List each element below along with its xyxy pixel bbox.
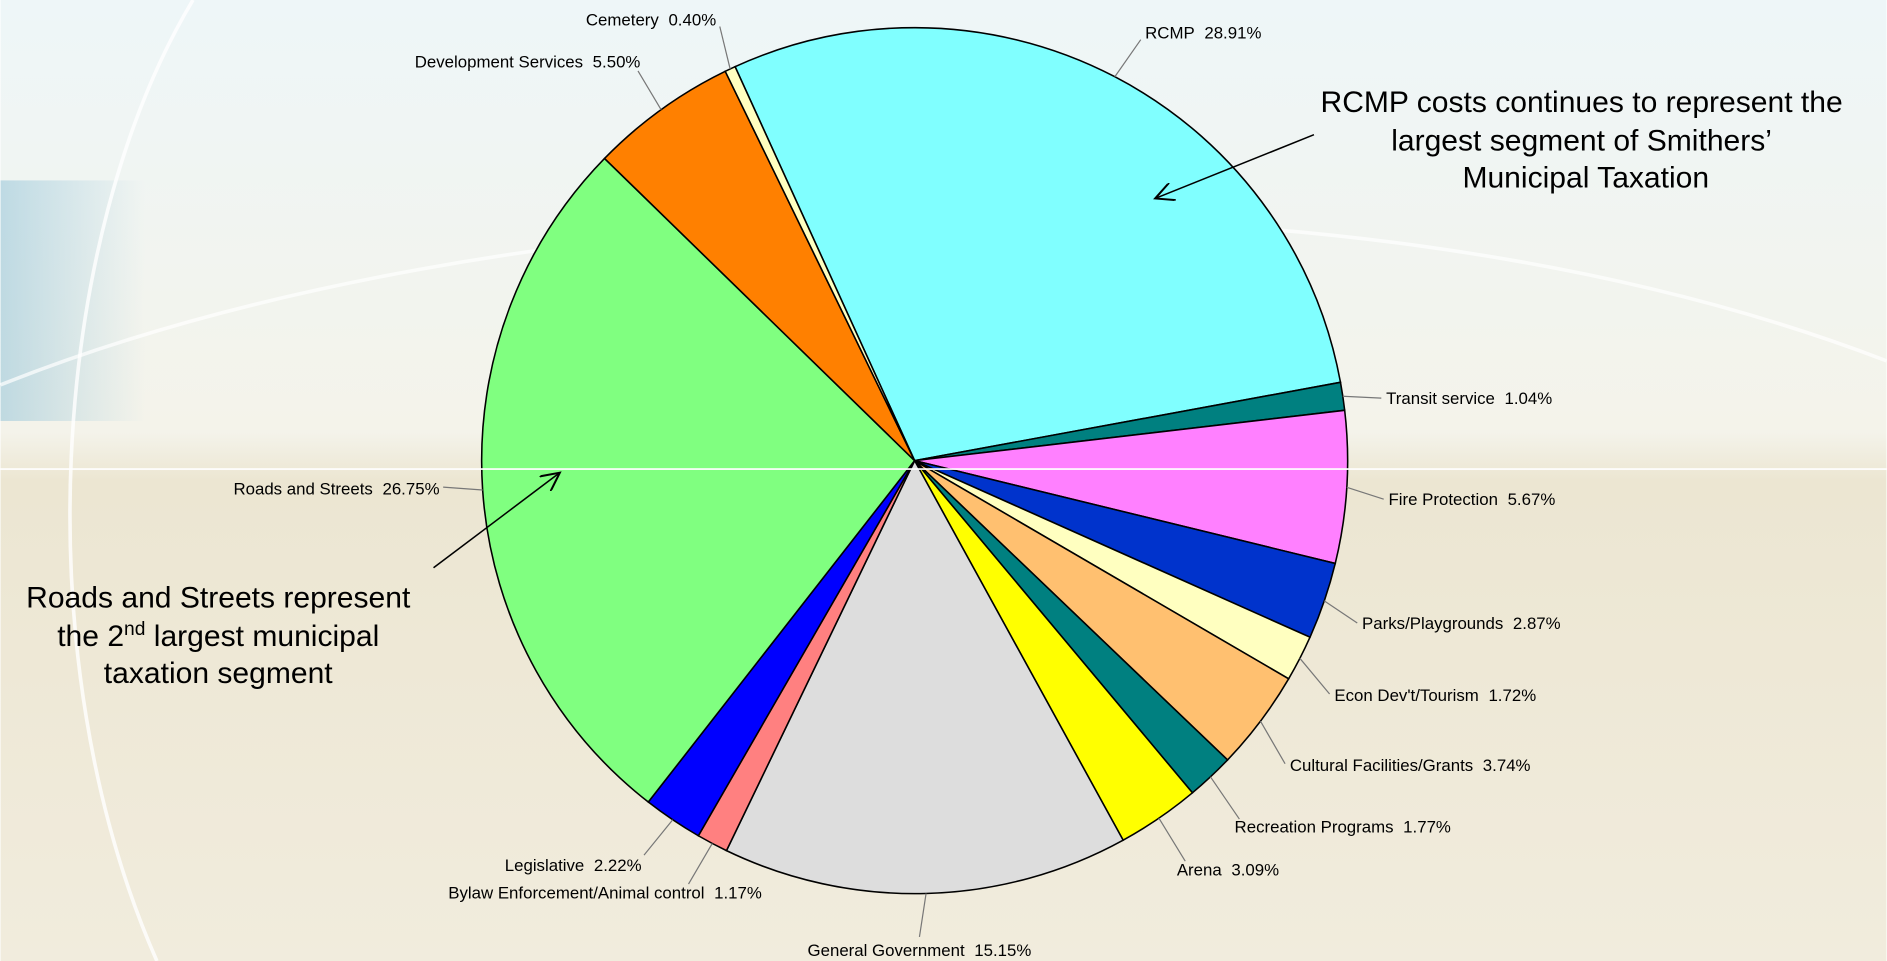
annotation-line: the 2 (57, 620, 124, 653)
slice-label: Fire Protection 5.67% (1389, 490, 1556, 509)
annotation-line: largest segment of Smithers’ (1391, 124, 1772, 157)
leader-line (1209, 776, 1240, 820)
slice-label: Parks/Playgrounds 2.87% (1362, 614, 1561, 633)
pie-slice (603, 70, 916, 462)
slice-label-name: Fire Protection (1389, 490, 1498, 509)
leader-line (687, 843, 713, 885)
slice-label-value: 5.67% (1508, 490, 1556, 509)
slice-label-name: Transit service (1386, 389, 1495, 408)
annotation-arrow (433, 473, 560, 569)
slice-label: Cultural Facilities/Grants 3.74% (1290, 756, 1531, 775)
annotation: taxation segment (104, 657, 333, 690)
leader-line (1342, 395, 1382, 399)
leader-line (637, 70, 662, 110)
slice-label: Transit service 1.04% (1386, 389, 1552, 408)
slice-label-value: 3.74% (1483, 756, 1531, 775)
annotation-line: taxation segment (104, 657, 333, 690)
pie (480, 26, 1349, 895)
annotation: RCMP costs continues to represent the la… (1320, 86, 1851, 195)
annotation-line: largest municipal (145, 620, 379, 653)
slice-label-value: 1.77% (1403, 817, 1451, 836)
slice-label: Cemetery 0.40% (586, 10, 716, 29)
labels: RCMP 28.91% Transit service 1.04% Fire Prote… (233, 10, 1560, 960)
leader-line (1323, 600, 1358, 624)
slice-label: RCMP 28.91% (1145, 23, 1261, 42)
slice-label: Bylaw Enforcement/Animal control 1.17% (448, 883, 762, 902)
slice-label-name: Legislative (505, 856, 585, 875)
slice-label-name: Cemetery (586, 10, 660, 29)
slice-label-name: Cultural Facilities/Grants (1290, 756, 1473, 775)
slice-label-name: RCMP (1145, 23, 1195, 42)
slice-label-value: 1.04% (1505, 389, 1553, 408)
annotation-line: RCMP costs continues to represent the (1320, 86, 1842, 119)
slice-label-value: 15.15% (974, 941, 1031, 960)
slice-label-value: 26.75% (382, 479, 439, 498)
pie-slice (725, 458, 1125, 895)
leader-line (643, 819, 674, 856)
slice-label-name: Parks/Playgrounds (1362, 614, 1503, 633)
slice-label-value: 0.40% (668, 10, 716, 29)
pie-slice (914, 409, 1349, 565)
slice-label-value: 2.87% (1513, 614, 1561, 633)
leader-line (1114, 39, 1142, 78)
slice-label: Roads and Streets 26.75% (233, 479, 439, 498)
leader-line (719, 26, 731, 70)
slice-label-value: 1.72% (1488, 686, 1536, 705)
slice-label-name: Econ Dev't/Tourism (1334, 686, 1478, 705)
slice-label-name: Bylaw Enforcement/Animal control (448, 883, 704, 902)
annotation-line: Municipal Taxation (1462, 162, 1709, 195)
leader-line (1346, 486, 1384, 500)
slice-label-name: Recreation Programs (1235, 817, 1394, 836)
slice-label-value: 5.50% (593, 52, 641, 71)
slice-label: Recreation Programs 1.77% (1235, 817, 1451, 836)
slice-label-value: 3.09% (1231, 861, 1279, 880)
leader-line (918, 893, 927, 938)
leader-line (1299, 657, 1331, 695)
slice-label-name: Arena (1177, 861, 1223, 880)
slice-label-value: 2.22% (594, 856, 642, 875)
slice-label-name: General Government (808, 941, 965, 960)
annotation: the 2nd largest municipal (57, 619, 379, 653)
background-arc (68, 0, 195, 961)
slice-label-name: Roads and Streets (233, 479, 372, 498)
annotation-arrow (1155, 133, 1315, 199)
annotation-line: Roads and Streets represent (26, 581, 411, 614)
slice-label: Development Services 5.50% (415, 52, 641, 71)
slice-label-name: Development Services (415, 52, 583, 71)
leader-line (1259, 720, 1286, 765)
slice-label: Legislative 2.22% (505, 856, 642, 875)
annotation-superscript: nd (124, 619, 145, 640)
slice-label: Econ Dev't/Tourism 1.72% (1334, 686, 1536, 705)
slice-label-value: 1.17% (714, 883, 762, 902)
slice-label-value: 28.91% (1204, 23, 1261, 42)
background-band (0, 180, 145, 421)
slice-label: Arena 3.09% (1177, 861, 1279, 880)
leader-line (1158, 817, 1186, 862)
annotation: Roads and Streets represent (26, 581, 411, 614)
slice-label: General Government 15.15% (808, 941, 1032, 960)
leader-line (443, 486, 483, 491)
